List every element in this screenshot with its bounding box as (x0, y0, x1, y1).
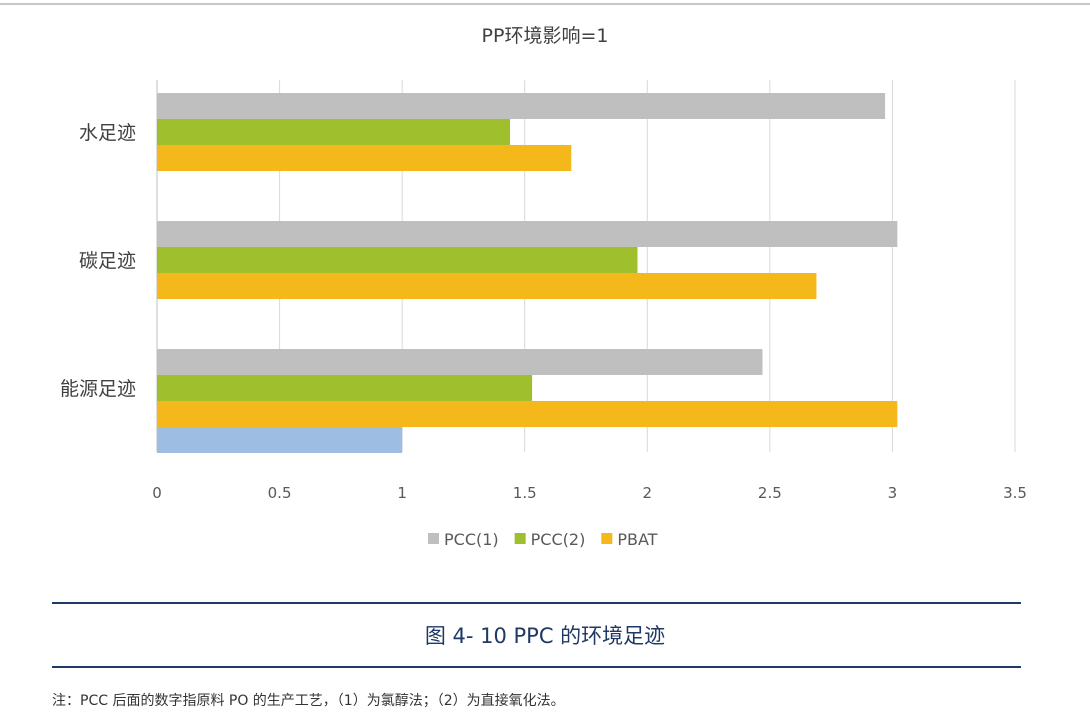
bar (157, 273, 817, 299)
category-label: 碳足迹 (79, 250, 136, 272)
bar (157, 247, 638, 273)
x-tick-label: 0.5 (268, 484, 292, 502)
x-tick-label: 1 (397, 484, 407, 502)
bar (157, 119, 511, 145)
bar (157, 349, 763, 375)
bar (157, 401, 898, 427)
legend-swatch (428, 533, 439, 544)
category-label: 水足迹 (79, 122, 136, 144)
footnote: 注：PCC 后面的数字指原料 PO 的生产工艺，（1）为氯醇法；（2）为直接氧化… (52, 693, 565, 709)
legend-label: PCC(1) (444, 530, 499, 549)
legend-swatch (514, 533, 526, 544)
bar (157, 221, 898, 247)
legend-label: PCC(2) (531, 530, 586, 549)
x-tick-label: 3.5 (1003, 484, 1027, 502)
legend-label: PBAT (617, 530, 657, 549)
window-edge (0, 3, 1090, 5)
bar (157, 375, 533, 401)
x-tick-label: 0 (152, 484, 162, 502)
caption-rule-bottom (52, 666, 1021, 668)
legend-swatch (601, 533, 613, 544)
x-tick-label: 2.5 (758, 484, 782, 502)
x-tick-label: 3 (888, 484, 898, 502)
x-tick-label: 2 (643, 484, 653, 502)
x-tick-label: 1.5 (513, 484, 537, 502)
figure-caption: 图 4- 10 PPC 的环境足迹 (424, 624, 666, 648)
caption-rule-top (52, 602, 1021, 604)
bar (157, 145, 572, 171)
category-label: 能源足迹 (60, 378, 136, 400)
chart-title: PP环境影响=1 (482, 25, 609, 47)
bar (157, 427, 403, 453)
bar (157, 93, 886, 119)
tab-edge (0, 0, 275, 3)
